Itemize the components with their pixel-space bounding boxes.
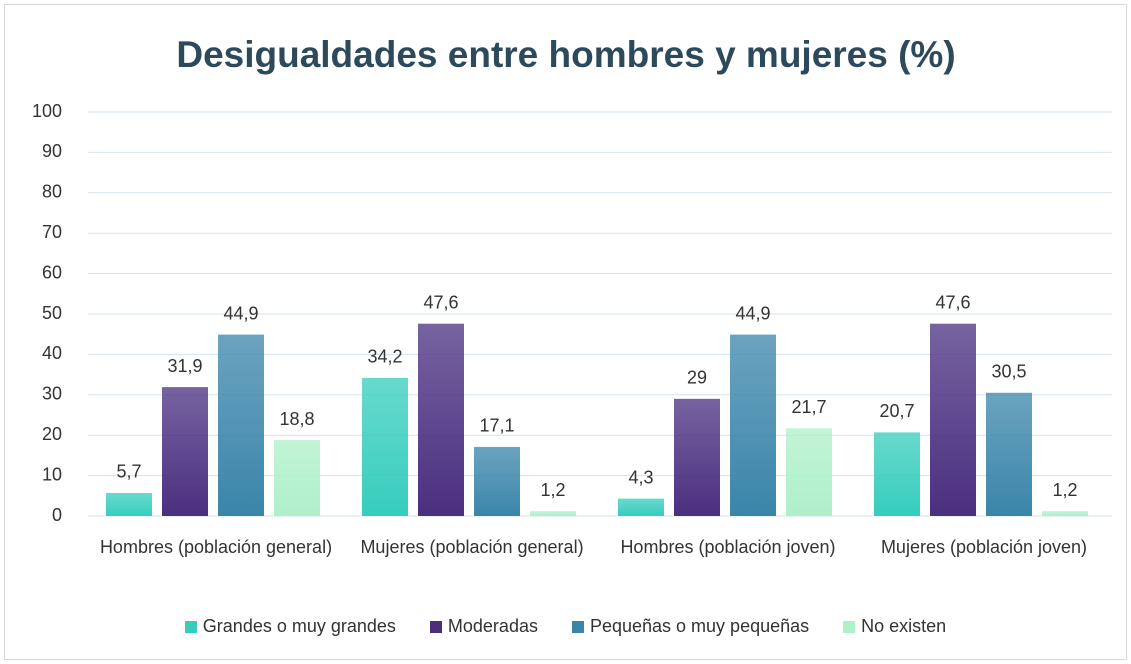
bar [1042, 511, 1088, 516]
legend: Grandes o muy grandes Moderadas Pequeñas o… [0, 616, 1131, 637]
legend-item: Pequeñas o muy pequeñas [571, 616, 810, 637]
legend-item: Moderadas [429, 616, 538, 637]
value-label: 44,9 [223, 303, 258, 323]
y-tick-label: 50 [42, 303, 62, 323]
bar [530, 511, 576, 516]
value-label: 47,6 [423, 292, 458, 312]
bar [730, 334, 776, 516]
value-label: 31,9 [167, 356, 202, 376]
y-tick-label: 80 [42, 182, 62, 202]
bar [786, 428, 832, 516]
value-label: 17,1 [479, 416, 514, 436]
y-tick-label: 60 [42, 262, 62, 282]
chart-border [4, 4, 1127, 660]
bar [674, 398, 720, 516]
value-label: 20,7 [879, 401, 914, 421]
bar [362, 377, 408, 516]
x-tick-label: Mujeres (población general) [360, 537, 584, 557]
y-tick-label: 20 [42, 424, 62, 444]
value-label: 1,2 [1052, 480, 1077, 500]
y-tick-label: 90 [42, 141, 62, 161]
legend-label: Moderadas [447, 616, 538, 636]
x-tick-label: Mujeres (población joven) [880, 537, 1088, 557]
value-label: 29 [687, 368, 707, 388]
value-label: 21,7 [791, 397, 826, 417]
value-label: 30,5 [991, 362, 1026, 382]
legend-swatch [571, 620, 584, 633]
value-label: 18,8 [279, 409, 314, 429]
legend-label: Grandes o muy grandes [202, 616, 396, 636]
y-tick-label: 10 [42, 464, 62, 484]
legend-swatch [429, 620, 442, 633]
value-label: 5,7 [116, 462, 141, 482]
bar [930, 323, 976, 516]
y-tick-label: 30 [42, 384, 62, 404]
legend-swatch [184, 620, 197, 633]
bar [106, 492, 152, 516]
bar [618, 498, 664, 516]
value-label: 1,2 [540, 480, 565, 500]
value-label: 34,2 [367, 347, 402, 367]
y-tick-label: 70 [42, 222, 62, 242]
bar [874, 432, 920, 516]
chart-title: Desigualdades entre hombres y mujeres (%… [176, 34, 955, 75]
legend-label: No existen [861, 616, 947, 636]
value-label: 47,6 [935, 292, 970, 312]
x-tick-label: Hombres (población joven) [620, 537, 836, 557]
bar [986, 392, 1032, 516]
y-tick-label: 40 [42, 343, 62, 363]
bar [418, 323, 464, 516]
legend-swatch [843, 620, 856, 633]
legend-item: No existen [843, 616, 946, 637]
bar [218, 334, 264, 516]
bar [162, 387, 208, 516]
bar [274, 440, 320, 516]
legend-item: Grandes o muy grandes [184, 616, 396, 637]
bar [474, 446, 520, 516]
value-label: 4,3 [628, 467, 653, 487]
y-tick-label: 100 [32, 101, 62, 121]
legend-label: Pequeñas o muy pequeñas [589, 616, 810, 636]
value-label: 44,9 [735, 303, 770, 323]
x-tick-label: Hombres (población general) [99, 537, 333, 557]
y-tick-label: 0 [52, 505, 62, 525]
